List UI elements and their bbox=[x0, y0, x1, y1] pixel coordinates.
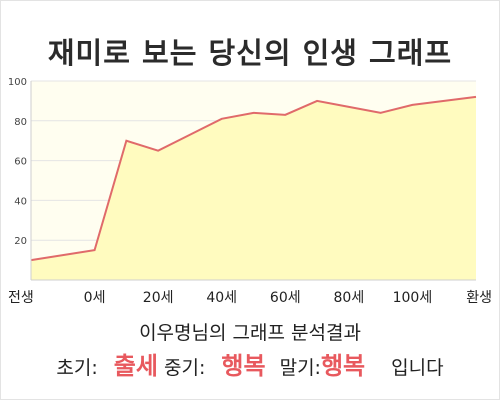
mid-value: 행복 bbox=[221, 352, 266, 380]
y-tick-label: 20 bbox=[14, 236, 27, 247]
late-label: 말기: bbox=[279, 357, 321, 379]
x-tick-label: 환생 bbox=[466, 290, 492, 306]
x-tick-label: 전생 bbox=[8, 290, 34, 306]
summary-ending: 입니다 bbox=[391, 357, 444, 379]
x-tick-label: 0세 bbox=[84, 290, 106, 306]
y-tick-label: 60 bbox=[14, 157, 27, 168]
page-title: 재미로 보는 당신의 인생 그래프 bbox=[47, 36, 453, 70]
life-area-fill bbox=[31, 96, 476, 280]
early-label: 초기: bbox=[56, 357, 98, 379]
analysis-summary: 초기: 출세 중기: 행복 말기:행복 입니다 bbox=[0, 346, 500, 381]
mid-label: 중기: bbox=[164, 357, 206, 379]
y-tick-label: 40 bbox=[14, 196, 27, 207]
early-value: 출세 bbox=[113, 352, 158, 380]
x-tick-label: 20세 bbox=[143, 290, 174, 306]
x-tick-label: 40세 bbox=[206, 290, 237, 306]
life-line bbox=[30, 95, 477, 262]
x-tick-label: 100세 bbox=[393, 290, 433, 306]
x-tick-label: 80세 bbox=[334, 290, 365, 306]
y-tick-label: 100 bbox=[8, 77, 27, 88]
y-tick-label: 80 bbox=[14, 117, 27, 128]
analysis-subtitle: 이우명님의 그래프 분석결과 bbox=[139, 322, 361, 344]
late-value: 행복 bbox=[320, 352, 366, 380]
x-tick-label: 60세 bbox=[270, 290, 301, 306]
